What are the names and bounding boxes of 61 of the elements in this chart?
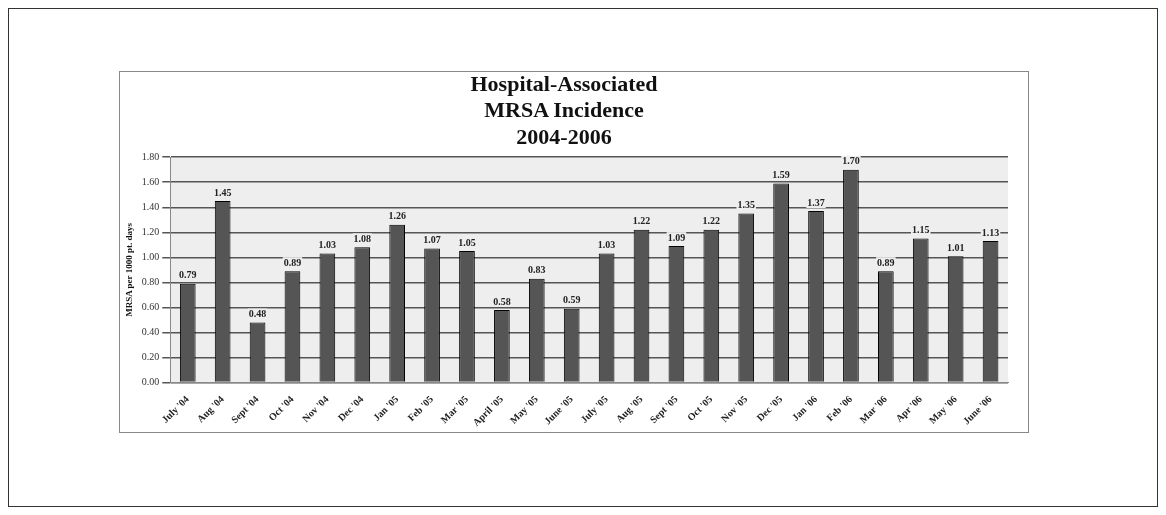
data-label: 0.59 bbox=[562, 294, 581, 306]
data-label: 0.89 bbox=[877, 256, 895, 268]
x-tick-label: Feb '05 bbox=[405, 393, 436, 424]
x-tick-label: Mar '05 bbox=[438, 393, 471, 426]
data-label: 1.07 bbox=[423, 234, 441, 246]
x-tick-label: Oct '04 bbox=[266, 393, 296, 423]
y-axis-title: MRSA per 1000 pt. days bbox=[123, 222, 134, 317]
data-label: 1.26 bbox=[388, 210, 406, 222]
y-tick-label: 1.60 bbox=[141, 175, 160, 187]
y-tick-label: 1.80 bbox=[141, 150, 160, 162]
x-tick-label: July '04 bbox=[159, 393, 191, 425]
data-label: 1.03 bbox=[597, 239, 616, 251]
x-tick-label: May '06 bbox=[926, 393, 959, 426]
data-label: 1.01 bbox=[946, 241, 965, 253]
y-tick-label: 0.00 bbox=[141, 376, 160, 388]
x-tick-label: June '06 bbox=[960, 393, 994, 427]
data-label: 1.15 bbox=[911, 224, 930, 236]
text: Hospital-Associated bbox=[470, 70, 658, 96]
x-tick-label: Mar '06 bbox=[857, 393, 890, 426]
x-tick-label: Nov '05 bbox=[718, 393, 750, 425]
data-label: 0.58 bbox=[493, 295, 511, 307]
data-label: 1.22 bbox=[632, 215, 651, 227]
x-tick-label: Dec '05 bbox=[754, 393, 785, 424]
y-tick-label: 0.60 bbox=[141, 301, 160, 313]
data-label: 1.08 bbox=[353, 232, 372, 244]
y-tick-label: 0.20 bbox=[141, 351, 160, 363]
x-tick-label: Jan '05 bbox=[370, 393, 401, 423]
data-label: 1.05 bbox=[458, 236, 476, 248]
y-tick-label: 1.40 bbox=[141, 200, 160, 212]
data-label: 1.37 bbox=[807, 196, 825, 208]
data-label: 0.79 bbox=[179, 269, 197, 281]
x-tick-label: Dec '04 bbox=[335, 393, 366, 424]
data-label: 1.70 bbox=[842, 155, 860, 167]
data-label: 1.22 bbox=[702, 215, 721, 227]
x-tick-label: Sept '05 bbox=[647, 393, 680, 426]
x-tick-label: May '05 bbox=[507, 393, 541, 426]
y-tick-label: 0.80 bbox=[141, 276, 160, 288]
x-tick-label: Apr '06 bbox=[893, 393, 924, 424]
y-tick-label: 1.20 bbox=[141, 225, 160, 237]
x-tick-label: Sept '04 bbox=[228, 393, 261, 426]
data-label: 0.89 bbox=[283, 256, 302, 268]
x-tick-label: Aug '05 bbox=[613, 393, 645, 425]
x-tick-label: Feb '06 bbox=[824, 393, 855, 424]
data-label: 1.03 bbox=[318, 239, 337, 251]
data-label: 1.09 bbox=[667, 231, 686, 243]
x-tick-label: Nov '04 bbox=[299, 393, 331, 425]
data-label: 1.35 bbox=[737, 199, 755, 211]
data-label: 0.48 bbox=[248, 308, 267, 320]
data-label: 1.59 bbox=[772, 169, 790, 181]
text: MRSA Incidence bbox=[484, 97, 644, 123]
x-tick-label: July '05 bbox=[578, 393, 610, 425]
data-label: 1.45 bbox=[213, 186, 232, 198]
x-tick-label: Oct '05 bbox=[684, 393, 715, 423]
x-tick-label: Aug '04 bbox=[194, 393, 226, 425]
data-label: 0.83 bbox=[528, 264, 546, 276]
y-tick-label: 1.00 bbox=[141, 251, 160, 262]
x-tick-label: June '05 bbox=[541, 393, 575, 427]
y-tick-label: 0.40 bbox=[141, 326, 160, 338]
text: 2004-2006 bbox=[516, 123, 612, 149]
x-tick-label: Jan '06 bbox=[789, 393, 820, 423]
data-label: 1.13 bbox=[981, 226, 1000, 238]
